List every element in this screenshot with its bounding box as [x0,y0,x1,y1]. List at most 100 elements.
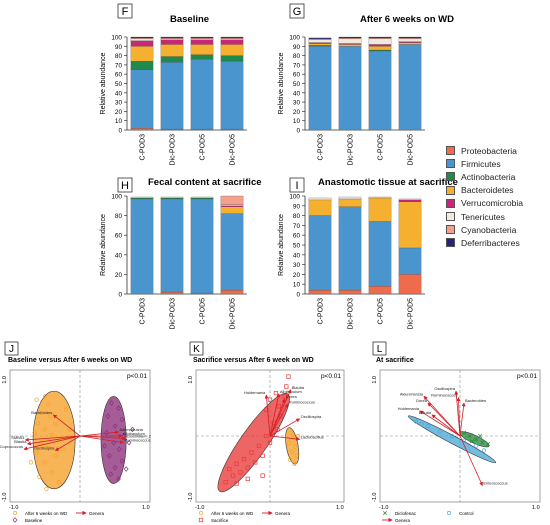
legend-swatch [446,238,455,248]
bar-segment [220,205,244,207]
bar-segment [308,38,332,40]
bar-segment [398,42,422,45]
data-point [39,410,44,416]
data-point [35,420,41,425]
bar-segment [130,196,154,199]
y-tick-label: -1.0 [188,493,194,502]
legend-label: Bacteroidetes [461,185,514,196]
data-point [290,449,295,454]
bar-segment [368,36,392,39]
data-point [34,450,39,455]
data-point [467,433,472,439]
data-point [245,476,250,482]
data-point [56,480,62,485]
data-point [294,453,299,458]
data-point [39,440,44,445]
data-point [469,439,475,444]
y-tick-label: 0 [296,292,300,299]
data-point [287,440,292,445]
genus-label: Ruminococcus [289,399,315,404]
genus-label: Blautia [292,385,305,390]
y-axis-label: Relative abundance [100,214,107,276]
p-value-annotation: p<0.01 [321,373,341,380]
legend-text: Genera [275,511,291,516]
bar-segment [368,38,392,45]
bar-segment [190,54,214,60]
bar-segment [338,36,362,39]
data-point [105,413,111,419]
bar-segment [130,37,154,39]
genus-vector [269,418,301,437]
x-tick-label: C-POD5 [200,134,207,161]
bar-segment [220,36,244,39]
bar-segment [160,44,184,57]
genus-label: Bacteroides [465,398,486,403]
panel-letter-box [189,341,204,356]
data-point [12,517,18,523]
data-point [223,480,228,485]
genus-label: Enterococcus [483,481,507,486]
bar-segment [338,37,362,39]
genus-vector [79,430,120,437]
panel-letter-box [372,341,387,356]
data-point [480,440,485,445]
genus-label: SMB53 [11,435,25,440]
genus-vector [269,403,289,437]
data-point [42,460,48,465]
bar-segment [308,46,332,131]
bar-segment [220,128,244,131]
genus-label: Coprococcus [0,444,23,449]
bar-segment [160,197,184,200]
legend-text: After 6 weeks on WD [211,511,254,516]
bar-segment [130,198,154,295]
data-point [292,461,297,466]
bar-segment [338,44,362,47]
x-tick-label: Dic-POD5 [230,134,237,166]
y-tick-label: 1.0 [2,376,8,384]
data-point [109,400,114,406]
data-point [126,439,132,446]
y-tick-label: 60 [115,72,123,79]
bar-segment [130,197,154,200]
data-point [111,439,116,446]
panel-letter: J [9,344,14,355]
bar-segment [190,37,214,39]
y-tick-label: 40 [115,90,123,97]
data-point [227,466,232,472]
y-tick-label: 100 [111,35,122,42]
genus-vector [23,435,81,451]
y-tick-label: 100 [289,194,300,201]
y-axis-label: Relative abundance [278,214,285,276]
data-point [37,474,42,480]
bar-segment [398,198,422,201]
panel-title: Sacrifice versus After 6 week on WD [193,357,314,364]
y-tick-label: 20 [293,109,301,116]
legend-item: Cyanobacteria [446,223,550,236]
genus-vector [54,435,81,451]
p-value-annotation: p<0.01 [127,373,147,380]
y-tick-label: 40 [115,252,123,259]
panel-letter-box [289,3,305,19]
panel-i: I Anastomotic tissue at sacrifice 0 10 20 30 4… [278,177,458,330]
data-point [241,456,247,462]
x-tick-label: C-POD5 [378,134,385,161]
genus-vector [459,435,483,487]
data-point [278,414,284,419]
bar-segment [338,46,362,131]
bar-segment [190,36,214,39]
x-tick-label: C-POD3 [318,298,325,325]
legend-text: Control [459,511,474,516]
bar-segment [368,197,392,222]
y-tick-label: 20 [293,272,301,279]
panel-letter-box [117,3,133,19]
genus-vector [269,435,301,441]
data-point [102,443,107,449]
data-point [437,429,443,434]
data-point [419,422,424,427]
data-point [287,457,293,462]
y-tick-label: 10 [293,118,301,125]
data-point [264,433,269,439]
x-tick-label: Dic-POD3 [170,134,177,166]
data-point [116,446,122,452]
